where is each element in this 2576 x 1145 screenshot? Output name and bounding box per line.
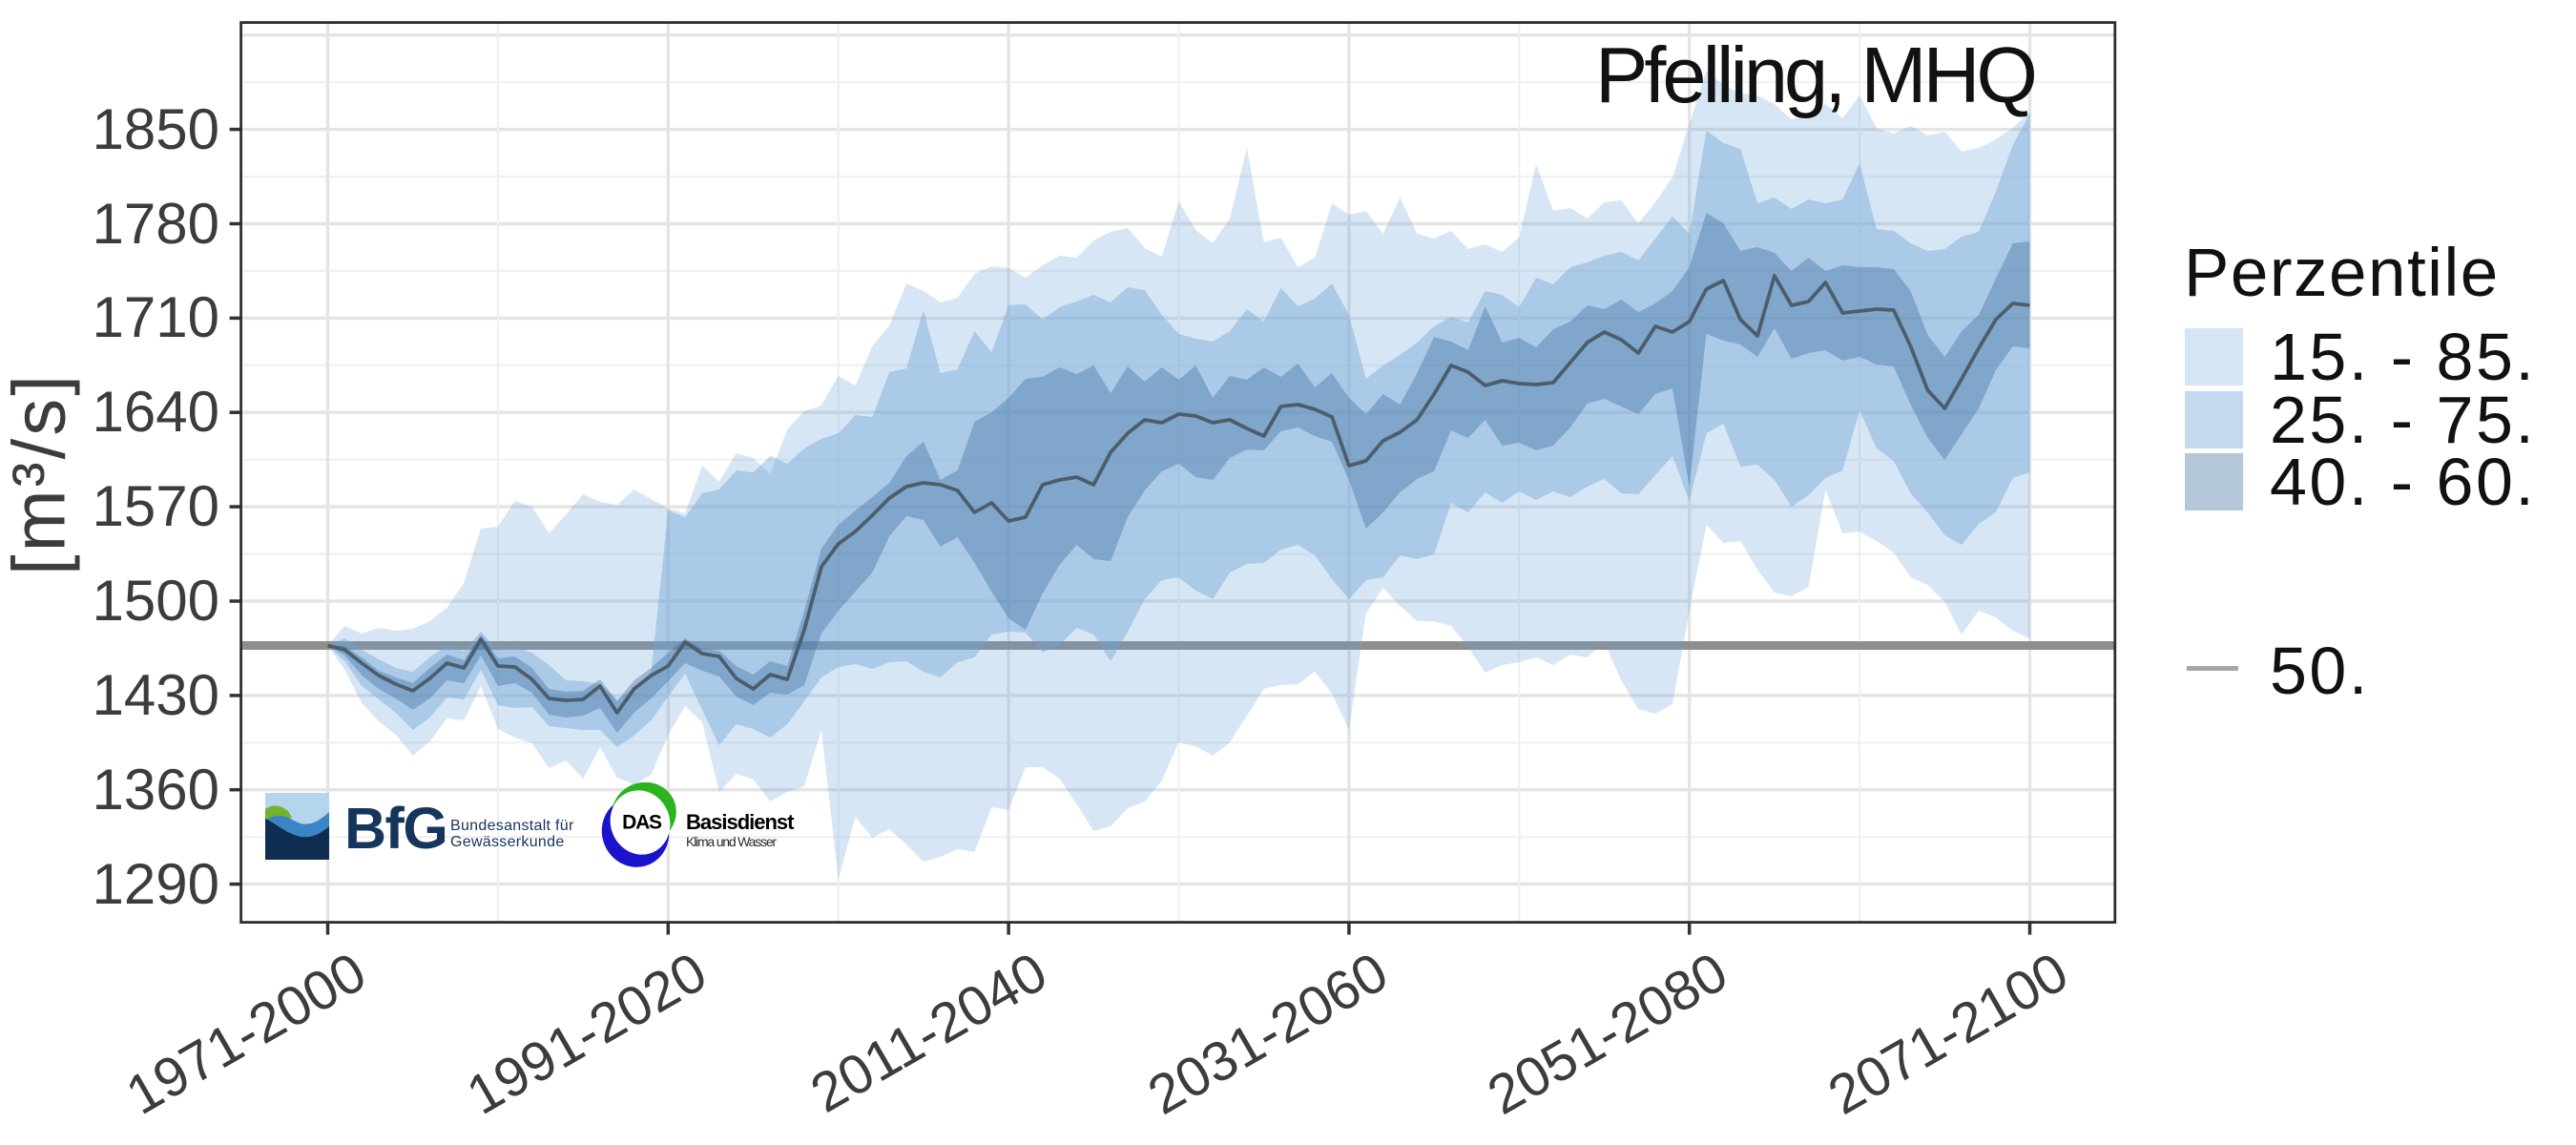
svg-text:DAS: DAS [622, 812, 662, 834]
